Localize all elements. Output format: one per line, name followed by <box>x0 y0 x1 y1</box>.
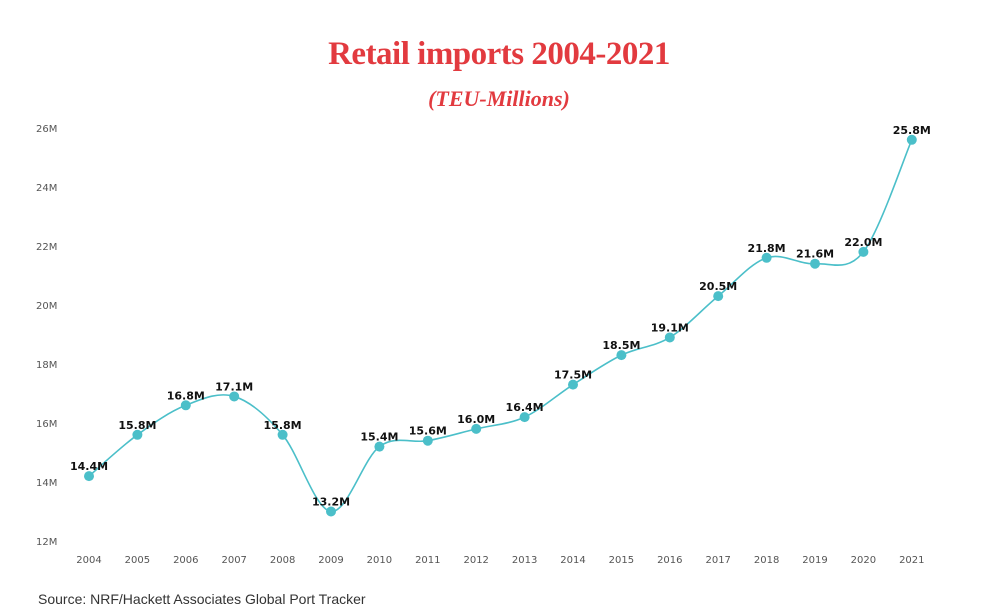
data-point-marker <box>277 429 288 440</box>
x-tick-label: 2016 <box>657 555 682 566</box>
y-tick-label: 26M <box>36 124 57 135</box>
data-point-marker <box>84 471 94 482</box>
x-tick-label: 2015 <box>609 555 634 566</box>
x-tick-label: 2006 <box>173 555 198 566</box>
y-axis: 12M 14M 16M 18M 20M 22M 24M 26M <box>36 124 57 548</box>
x-tick-label: 2010 <box>367 555 392 566</box>
data-label: 15.4M <box>360 431 398 444</box>
source-note: Source: NRF/Hackett Associates Global Po… <box>38 591 366 607</box>
data-label: 22.0M <box>844 236 882 249</box>
y-tick-label: 24M <box>36 183 57 194</box>
data-label: 15.8M <box>118 419 156 432</box>
data-point-marker <box>326 506 336 517</box>
data-label: 16.4M <box>506 401 544 414</box>
data-point-marker <box>519 412 530 423</box>
x-tick-label: 2013 <box>512 555 537 566</box>
y-tick-label: 22M <box>36 242 57 253</box>
data-label: 20.5M <box>699 280 737 293</box>
x-tick-label: 2020 <box>851 555 876 566</box>
chart-title: Retail imports 2004-2021 <box>328 36 670 72</box>
data-label: 19.1M <box>651 321 689 334</box>
y-tick-label: 20M <box>36 301 57 312</box>
data-label: 18.5M <box>602 339 640 352</box>
x-tick-label: 2019 <box>802 555 827 566</box>
data-point-marker <box>132 429 143 440</box>
x-tick-label: 2004 <box>76 555 101 566</box>
data-label: 17.5M <box>554 369 592 382</box>
series-line <box>88 139 913 513</box>
data-point-marker <box>761 252 772 263</box>
x-tick-label: 2009 <box>318 555 343 566</box>
x-tick-label: 2014 <box>560 555 585 566</box>
data-labels: 14.4M 15.8M 16.8M 17.1M 15.8M 13.2M 15.4M 15.6M… <box>70 124 931 509</box>
data-point-marker <box>810 258 820 269</box>
data-point-marker <box>229 391 240 402</box>
data-label: 16.0M <box>457 413 495 426</box>
x-tick-label: 2007 <box>221 555 246 566</box>
x-tick-label: 2005 <box>125 555 150 566</box>
y-tick-label: 18M <box>36 360 57 371</box>
data-markers <box>84 134 917 517</box>
y-tick-label: 12M <box>36 537 57 548</box>
x-axis: 2004 2005 2006 2007 2008 2009 2010 2011 2012 2013… <box>76 555 924 566</box>
data-point-marker <box>858 246 869 257</box>
data-label: 17.1M <box>215 380 253 393</box>
data-point-marker <box>906 134 917 145</box>
data-label: 14.4M <box>70 460 108 473</box>
y-tick-label: 16M <box>36 419 57 430</box>
data-label: 21.8M <box>748 242 786 255</box>
x-tick-label: 2012 <box>463 555 488 566</box>
data-label: 15.6M <box>409 425 447 438</box>
chart-subtitle: (TEU-Millions) <box>428 86 570 111</box>
x-tick-label: 2011 <box>415 555 440 566</box>
data-label: 25.8M <box>893 124 931 137</box>
data-point-marker <box>664 332 675 343</box>
data-label: 15.8M <box>264 419 302 432</box>
data-point-marker <box>422 435 433 446</box>
x-tick-label: 2018 <box>754 555 779 566</box>
data-point-marker <box>568 379 578 390</box>
x-tick-label: 2021 <box>899 555 924 566</box>
data-point-marker <box>713 291 724 302</box>
data-label: 13.2M <box>312 496 350 509</box>
data-point-marker <box>374 441 385 452</box>
data-point-marker <box>471 423 482 434</box>
data-point-marker <box>616 350 627 361</box>
y-tick-label: 14M <box>36 478 57 489</box>
x-tick-label: 2017 <box>705 555 730 566</box>
data-point-marker <box>180 400 191 411</box>
data-label: 16.8M <box>167 389 205 402</box>
data-label: 21.6M <box>796 248 834 261</box>
x-tick-label: 2008 <box>270 555 295 566</box>
